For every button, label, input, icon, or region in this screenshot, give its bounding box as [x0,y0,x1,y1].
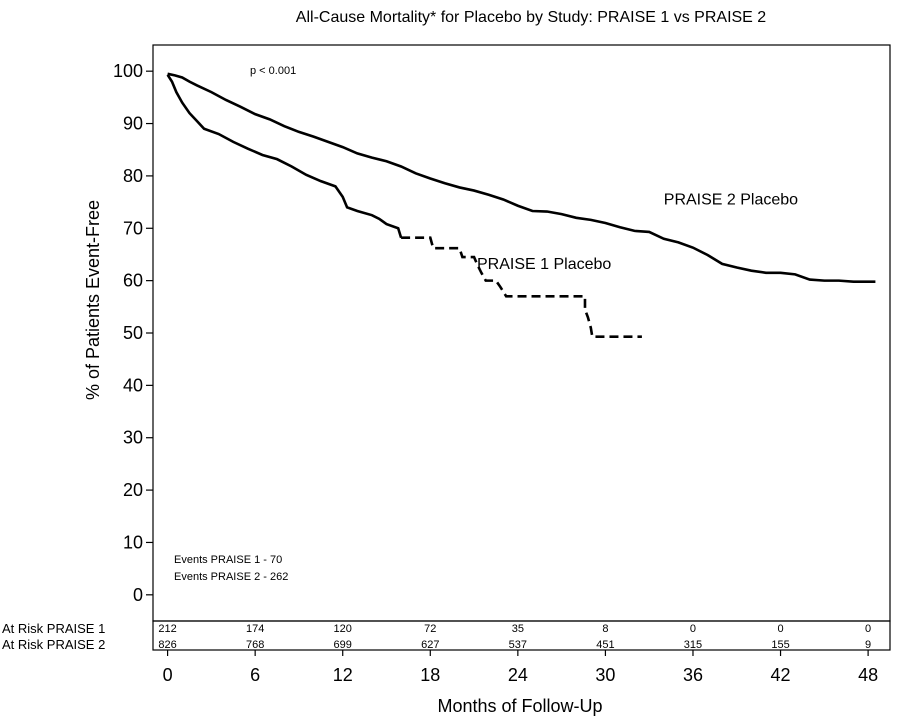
at-risk-value: 8 [602,623,608,635]
at-risk-value: 72 [424,623,436,635]
y-tick-label: 20 [123,480,143,500]
at-risk-value: 155 [771,639,789,651]
series-label-praise2: PRAISE 2 Placebo [664,192,798,209]
y-tick-label: 30 [123,428,143,448]
at-risk-frame [152,620,891,651]
series-line-praise1-dashed [401,236,642,338]
x-tick-label: 48 [858,665,878,685]
at-risk-value: 699 [334,639,352,651]
y-tick-label: 0 [133,585,143,605]
at-risk-row-label: At Risk PRAISE 2 [2,637,105,652]
plot-frame [152,44,891,622]
y-axis: 0 10 20 30 40 50 60 70 80 90 100 [113,61,153,605]
events-praise2-annotation: Events PRAISE 2 - 262 [174,571,288,583]
plot-area [152,44,891,622]
at-risk-value: 0 [777,623,783,635]
p-value-annotation: p < 0.001 [250,65,296,77]
x-axis-label: Months of Follow-Up [437,696,602,716]
y-tick-label: 80 [123,166,143,186]
x-tick-label: 12 [333,665,353,685]
y-tick-label: 90 [123,114,143,134]
x-tick-label: 0 [163,665,173,685]
y-axis-label: % of Patients Event-Free [83,200,103,400]
series-label-praise1: PRAISE 1 Placebo [477,256,611,273]
y-tick-label: 10 [123,532,143,552]
at-risk-row-label: At Risk PRAISE 1 [2,621,105,636]
x-tick-label: 24 [508,665,528,685]
at-risk-value: 451 [596,639,614,651]
y-tick-label: 70 [123,218,143,238]
y-tick-label: 50 [123,323,143,343]
y-tick-label: 60 [123,271,143,291]
x-tick-label: 18 [420,665,440,685]
x-tick-label: 42 [771,665,791,685]
at-risk-value: 174 [246,623,264,635]
at-risk-value: 826 [158,639,176,651]
y-tick-label: 100 [113,61,143,81]
x-tick-label: 6 [250,665,260,685]
at-risk-table: At Risk PRAISE 1 212 174 120 72 35 8 0 0 0 At Risk… [2,620,891,652]
at-risk-value: 35 [512,623,524,635]
chart-title: All-Cause Mortality* for Placebo by Stud… [296,9,767,26]
at-risk-value: 537 [509,639,527,651]
series-group: PRAISE 2 Placebo PRAISE 1 Placebo [166,72,876,338]
events-praise1-annotation: Events PRAISE 1 - 70 [174,554,282,566]
at-risk-value: 9 [865,639,871,651]
at-risk-value: 627 [421,639,439,651]
at-risk-value: 0 [865,623,871,635]
y-tick-label: 40 [123,375,143,395]
at-risk-value: 768 [246,639,264,651]
x-tick-label: 36 [683,665,703,685]
series-line-praise1-solid [166,74,403,239]
at-risk-value: 212 [158,623,176,635]
at-risk-value: 120 [334,623,352,635]
at-risk-value: 0 [690,623,696,635]
x-tick-label: 30 [595,665,615,685]
series-line-praise2 [167,72,876,283]
x-axis: 0 6 12 18 24 30 36 42 48 [163,650,878,685]
at-risk-value: 315 [684,639,702,651]
